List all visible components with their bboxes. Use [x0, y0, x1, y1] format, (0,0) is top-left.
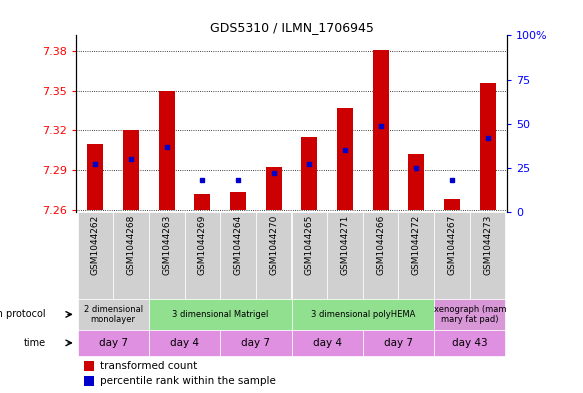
Bar: [363, 212, 398, 299]
Bar: [434, 212, 470, 299]
Text: 3 dimensional polyHEMA: 3 dimensional polyHEMA: [311, 310, 415, 319]
Text: transformed count: transformed count: [100, 361, 197, 371]
Bar: [434, 330, 505, 356]
Bar: [78, 330, 149, 356]
Bar: [78, 299, 149, 330]
Bar: [123, 130, 139, 209]
Bar: [78, 212, 113, 299]
Text: GSM1044266: GSM1044266: [376, 215, 385, 275]
Bar: [292, 212, 327, 299]
Text: GSM1044271: GSM1044271: [340, 215, 349, 275]
Text: GSM1044263: GSM1044263: [162, 215, 171, 275]
Bar: [230, 193, 246, 209]
Text: day 7: day 7: [99, 338, 128, 348]
Bar: [266, 167, 282, 209]
Text: 3 dimensional Matrigel: 3 dimensional Matrigel: [172, 310, 268, 319]
Bar: [256, 212, 292, 299]
Text: day 4: day 4: [312, 338, 342, 348]
Text: GSM1044272: GSM1044272: [412, 215, 421, 275]
Text: day 4: day 4: [170, 338, 199, 348]
Text: GSM1044273: GSM1044273: [483, 215, 492, 275]
Text: GSM1044262: GSM1044262: [91, 215, 100, 275]
Text: percentile rank within the sample: percentile rank within the sample: [100, 376, 275, 386]
Bar: [220, 212, 256, 299]
Bar: [327, 212, 363, 299]
Bar: [434, 299, 505, 330]
Bar: [85, 361, 94, 371]
Bar: [149, 299, 292, 330]
Bar: [408, 154, 424, 209]
Bar: [444, 199, 460, 209]
Text: GSM1044267: GSM1044267: [447, 215, 456, 275]
Bar: [398, 212, 434, 299]
Bar: [470, 212, 505, 299]
Bar: [149, 330, 220, 356]
Bar: [292, 299, 434, 330]
Bar: [149, 212, 185, 299]
Bar: [85, 376, 94, 386]
Text: growth protocol: growth protocol: [0, 309, 45, 320]
Bar: [220, 330, 292, 356]
Text: GSM1044265: GSM1044265: [305, 215, 314, 275]
Bar: [194, 194, 210, 209]
Text: GSM1044270: GSM1044270: [269, 215, 278, 275]
Bar: [480, 83, 496, 209]
Bar: [185, 212, 220, 299]
Bar: [301, 137, 317, 209]
Text: time: time: [23, 338, 45, 348]
Text: xenograph (mam
mary fat pad): xenograph (mam mary fat pad): [434, 305, 506, 324]
Bar: [337, 108, 353, 209]
Title: GDS5310 / ILMN_1706945: GDS5310 / ILMN_1706945: [209, 21, 374, 34]
Bar: [87, 143, 103, 209]
Bar: [113, 212, 149, 299]
Text: day 7: day 7: [384, 338, 413, 348]
Text: day 43: day 43: [452, 338, 487, 348]
Bar: [159, 91, 175, 209]
Text: GSM1044268: GSM1044268: [127, 215, 136, 275]
Text: GSM1044269: GSM1044269: [198, 215, 207, 275]
Bar: [373, 50, 389, 209]
Text: 2 dimensional
monolayer: 2 dimensional monolayer: [84, 305, 143, 324]
Bar: [292, 330, 363, 356]
Bar: [363, 330, 434, 356]
Text: day 7: day 7: [241, 338, 271, 348]
Text: GSM1044264: GSM1044264: [234, 215, 243, 275]
